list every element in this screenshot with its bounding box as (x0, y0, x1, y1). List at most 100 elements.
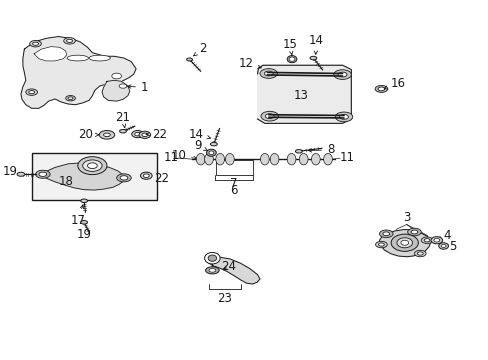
Ellipse shape (338, 72, 346, 77)
Ellipse shape (260, 69, 277, 78)
Text: 11: 11 (163, 150, 178, 163)
Ellipse shape (33, 42, 39, 45)
Polygon shape (42, 163, 124, 190)
Ellipse shape (186, 58, 192, 61)
Ellipse shape (142, 133, 147, 136)
Ellipse shape (407, 228, 420, 236)
Ellipse shape (120, 130, 126, 133)
Ellipse shape (286, 55, 296, 63)
Ellipse shape (299, 153, 307, 165)
Text: 16: 16 (384, 77, 406, 90)
Ellipse shape (210, 143, 217, 146)
Ellipse shape (335, 112, 352, 122)
Ellipse shape (117, 174, 131, 182)
Ellipse shape (440, 244, 445, 247)
Ellipse shape (29, 90, 35, 94)
Ellipse shape (196, 153, 204, 165)
Ellipse shape (374, 85, 387, 93)
Ellipse shape (17, 172, 25, 176)
Ellipse shape (261, 111, 278, 121)
Ellipse shape (430, 237, 442, 244)
Ellipse shape (378, 243, 384, 246)
Ellipse shape (423, 239, 429, 242)
Ellipse shape (112, 73, 122, 79)
Ellipse shape (225, 153, 234, 165)
Text: 5: 5 (443, 240, 456, 253)
Ellipse shape (414, 250, 425, 257)
Ellipse shape (205, 267, 219, 274)
Ellipse shape (215, 153, 224, 165)
Ellipse shape (377, 87, 384, 91)
Ellipse shape (119, 84, 126, 88)
Ellipse shape (333, 70, 350, 80)
Ellipse shape (208, 255, 216, 261)
Polygon shape (257, 65, 350, 123)
Ellipse shape (140, 172, 152, 179)
Text: 1: 1 (127, 81, 148, 94)
Ellipse shape (311, 153, 320, 165)
Text: 8: 8 (308, 143, 334, 156)
Ellipse shape (382, 232, 389, 236)
Text: 2: 2 (193, 42, 206, 56)
Ellipse shape (375, 241, 386, 248)
Ellipse shape (30, 41, 41, 47)
Ellipse shape (26, 89, 38, 95)
Text: 15: 15 (282, 38, 297, 55)
Ellipse shape (143, 174, 149, 177)
Ellipse shape (390, 234, 418, 251)
Polygon shape (102, 80, 129, 101)
Text: 19: 19 (77, 228, 91, 242)
Ellipse shape (410, 230, 417, 234)
Text: 22: 22 (146, 127, 167, 141)
Ellipse shape (420, 237, 432, 243)
Text: 11: 11 (340, 150, 354, 163)
Ellipse shape (400, 240, 408, 245)
Polygon shape (21, 37, 136, 108)
Ellipse shape (208, 269, 215, 272)
Text: 20: 20 (78, 128, 99, 141)
Ellipse shape (82, 160, 102, 171)
Ellipse shape (63, 38, 75, 44)
Ellipse shape (204, 252, 220, 264)
Ellipse shape (131, 131, 143, 138)
Text: 24: 24 (221, 260, 236, 273)
Text: 13: 13 (293, 89, 308, 102)
Ellipse shape (323, 153, 332, 165)
Text: 23: 23 (217, 292, 231, 305)
Ellipse shape (379, 230, 392, 238)
Ellipse shape (295, 149, 302, 153)
Text: 3: 3 (402, 211, 409, 224)
Text: 14: 14 (308, 34, 323, 54)
Ellipse shape (103, 133, 110, 136)
Ellipse shape (89, 55, 110, 61)
Ellipse shape (260, 153, 269, 165)
Ellipse shape (288, 57, 294, 61)
Polygon shape (379, 229, 430, 257)
Text: 12: 12 (238, 57, 261, 70)
Ellipse shape (99, 131, 115, 139)
Ellipse shape (204, 153, 213, 165)
Polygon shape (34, 46, 66, 61)
Ellipse shape (87, 163, 97, 168)
Text: 9: 9 (194, 139, 207, 152)
Ellipse shape (265, 114, 273, 118)
Ellipse shape (81, 221, 87, 224)
Text: 18: 18 (58, 175, 73, 188)
Ellipse shape (433, 238, 439, 242)
Bar (32, 153, 157, 200)
Bar (216, 159, 252, 175)
Text: 22: 22 (154, 172, 169, 185)
Ellipse shape (339, 114, 347, 119)
Text: 6: 6 (230, 184, 238, 197)
Text: 7: 7 (230, 177, 238, 190)
Ellipse shape (68, 97, 73, 100)
Ellipse shape (270, 153, 278, 165)
Text: 19: 19 (2, 165, 17, 177)
Ellipse shape (36, 170, 50, 178)
Text: 17: 17 (70, 205, 85, 227)
Text: 21: 21 (115, 111, 130, 127)
Ellipse shape (286, 153, 295, 165)
Ellipse shape (39, 172, 47, 176)
Text: 14: 14 (189, 127, 210, 141)
Polygon shape (206, 257, 260, 284)
